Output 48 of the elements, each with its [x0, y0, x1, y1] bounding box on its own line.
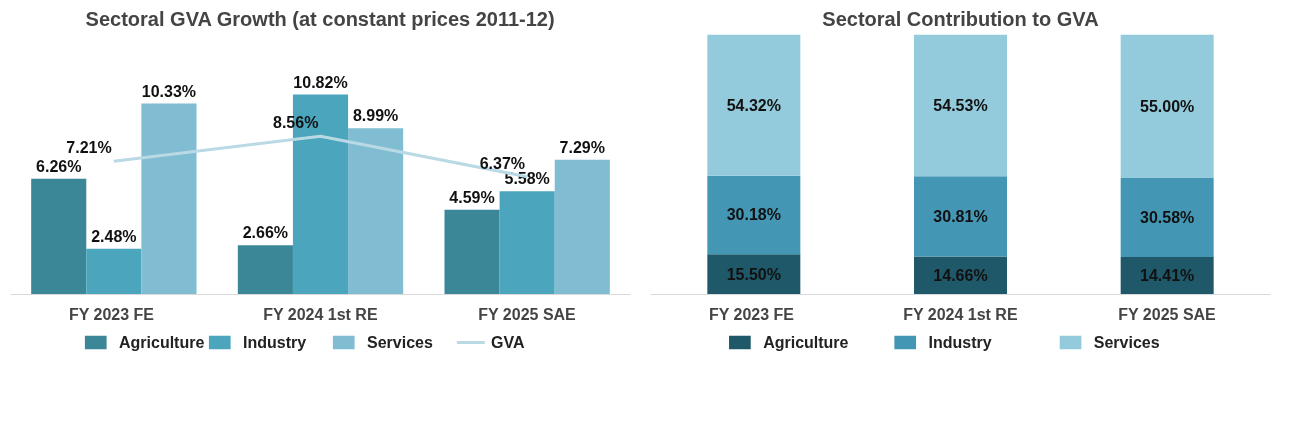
chart-title: Sectoral Contribution to GVA — [822, 7, 1099, 30]
bar — [237, 245, 293, 295]
data-label: 8.99% — [352, 107, 399, 125]
data-label: 14.41% — [1140, 267, 1195, 285]
legend-label: GVA — [491, 334, 525, 351]
legend-label: Services — [367, 334, 433, 351]
data-label: 7.29% — [559, 138, 605, 156]
bar — [707, 175, 801, 255]
data-label: 55.00% — [1140, 97, 1195, 115]
bar — [499, 191, 555, 295]
chart-title: Sectoral GVA Growth (at constant prices 2011-12) — [85, 7, 555, 30]
x-tick-label: FY 2023 FE — [708, 305, 795, 323]
data-label: 30.18% — [726, 206, 781, 224]
bar — [348, 128, 404, 295]
bar — [914, 176, 1007, 257]
data-label: 2.48% — [91, 227, 137, 245]
data-label: 15.50% — [726, 265, 781, 283]
x-tick-label: FY 2025 SAE — [478, 305, 577, 323]
bar — [1120, 34, 1214, 178]
x-tick-label: FY 2024 1st RE — [263, 305, 378, 323]
data-label: 7.21% — [66, 139, 112, 157]
legend-label: Agriculture — [763, 334, 849, 351]
bar — [31, 178, 87, 295]
data-label: 6.26% — [36, 157, 82, 175]
bar — [1120, 177, 1214, 258]
bar — [141, 103, 197, 295]
bar — [444, 209, 500, 295]
x-tick-label: FY 2023 FE — [68, 305, 155, 323]
bar — [914, 34, 1007, 177]
data-label: 10.82% — [293, 73, 348, 91]
legend-label: Services — [1093, 334, 1160, 351]
data-label: 54.32% — [726, 96, 781, 114]
data-label: 14.66% — [933, 266, 988, 284]
data-label: 4.59% — [449, 188, 495, 206]
data-label: 10.33% — [141, 82, 197, 100]
data-label: 54.53% — [933, 96, 988, 114]
x-tick-label: FY 2024 1st RE — [903, 305, 1018, 323]
x-tick-label: FY 2025 SAE — [1118, 305, 1217, 323]
legend-label: Agriculture — [119, 334, 205, 351]
data-label: 30.81% — [933, 207, 988, 225]
bar — [554, 159, 610, 295]
legend-label: Industry — [928, 334, 992, 351]
bar — [86, 248, 142, 295]
data-label: 30.58% — [1140, 208, 1195, 226]
legend-label: Industry — [243, 334, 307, 351]
data-label: 6.37% — [479, 154, 526, 172]
data-label: 2.66% — [242, 224, 289, 242]
bar — [707, 34, 801, 176]
